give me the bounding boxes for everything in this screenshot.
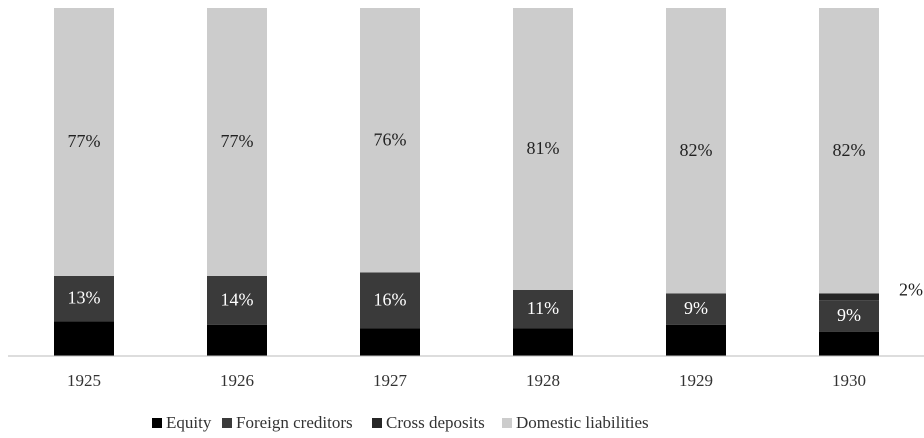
bar-segment — [666, 8, 726, 294]
x-tick-label: 1928 — [526, 371, 560, 390]
data-label: 82% — [680, 140, 713, 160]
bar-segment — [360, 328, 420, 356]
bar-segment — [54, 275, 114, 322]
data-label: 81% — [527, 138, 560, 158]
legend-label: Cross deposits — [386, 413, 485, 432]
bar-segment — [666, 293, 726, 325]
data-label: 2% — [899, 279, 923, 299]
legend-label: Equity — [166, 413, 212, 432]
legend-swatch — [372, 418, 382, 428]
data-label: 76% — [374, 129, 407, 149]
x-tick-label: 1927 — [373, 371, 408, 390]
data-label: 16% — [374, 289, 407, 309]
bar-segment — [207, 275, 267, 325]
bar-segment — [819, 293, 879, 301]
bar-segment — [819, 8, 879, 294]
legend-swatch — [502, 418, 512, 428]
bar-segment — [819, 300, 879, 332]
legend-swatch — [152, 418, 162, 428]
data-label: 14% — [221, 289, 254, 309]
data-label: 11% — [527, 298, 559, 318]
data-label: 77% — [68, 131, 101, 151]
bar-segment — [54, 321, 114, 356]
x-tick-label: 1930 — [832, 371, 866, 390]
bar-segment — [360, 8, 420, 273]
legend-label: Domestic liabilities — [516, 413, 649, 432]
x-tick-label: 1926 — [220, 371, 254, 390]
data-label: 9% — [837, 305, 861, 325]
x-tick-label: 1929 — [679, 371, 713, 390]
bar-segment — [207, 324, 267, 356]
bar-segment — [54, 8, 114, 276]
data-label: 13% — [68, 288, 101, 308]
bar-segment — [207, 8, 267, 276]
data-label: 77% — [221, 131, 254, 151]
data-label: 82% — [833, 140, 866, 160]
bar-segment — [666, 324, 726, 356]
bar-segment — [513, 289, 573, 329]
data-label: 9% — [684, 298, 708, 318]
x-tick-label: 1925 — [67, 371, 101, 390]
legend-swatch — [222, 418, 232, 428]
bar-segment — [360, 272, 420, 329]
legend-label: Foreign creditors — [236, 413, 353, 432]
bar-segment — [819, 331, 879, 356]
bar-segment — [513, 8, 573, 290]
bar-segment — [513, 328, 573, 356]
